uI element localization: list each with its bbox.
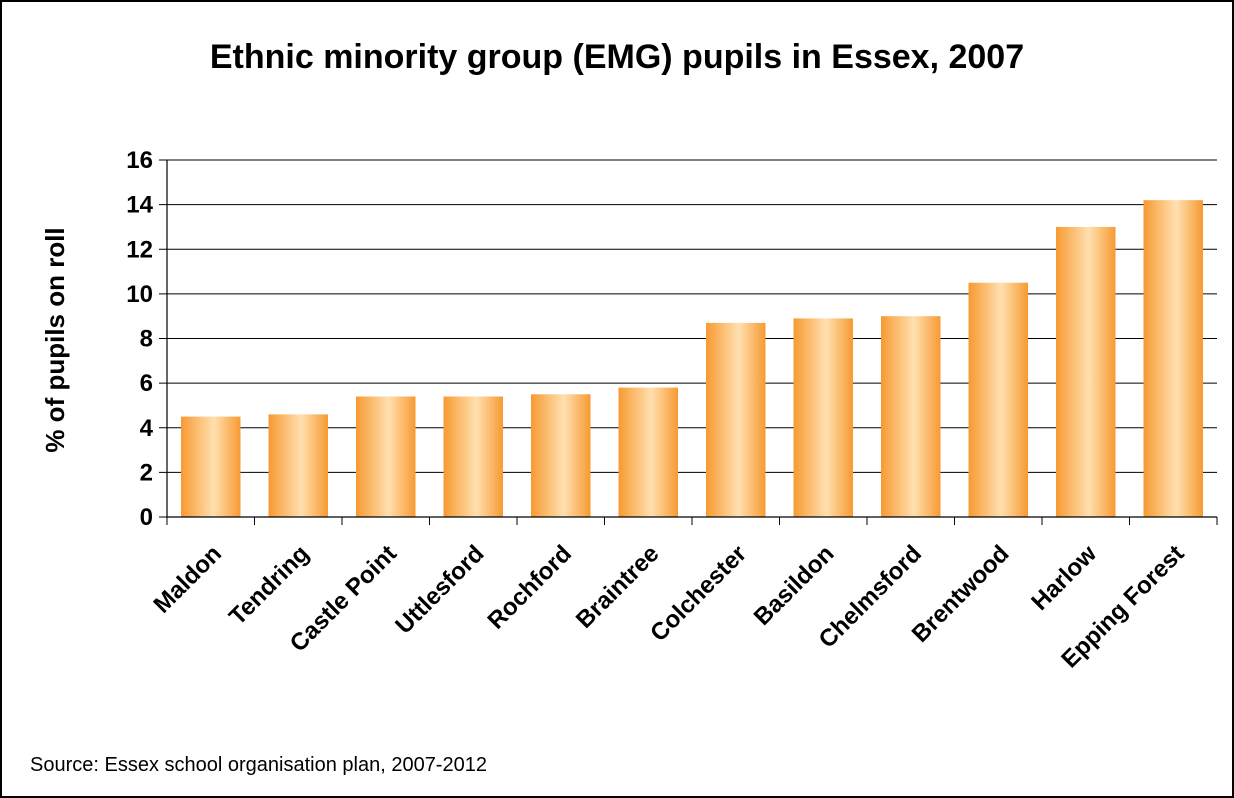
chart-title: Ethnic minority group (EMG) pupils in Es…	[209, 38, 1025, 76]
x-category-label: Basildon	[749, 540, 840, 631]
x-category-label: Harlow	[1026, 540, 1102, 616]
bar-harlow	[1056, 226, 1116, 517]
x-category-label: Braintree	[571, 540, 665, 634]
bar-epping-forest	[1143, 200, 1203, 517]
gridlines	[167, 159, 1217, 473]
y-tick-label: 10	[126, 281, 153, 308]
x-category-label: Maldon	[149, 540, 227, 618]
x-category-label: Uttlesford	[390, 540, 489, 639]
bar-uttlesford	[443, 396, 503, 517]
bar-tendring	[268, 414, 328, 517]
bar-brentwood	[968, 282, 1028, 517]
bar-castle-point	[356, 396, 416, 517]
bar-braintree	[618, 387, 678, 517]
axes	[159, 159, 1218, 525]
x-category-label: Rochford	[482, 540, 577, 635]
y-tick-label: 4	[140, 415, 154, 442]
y-tick-label: 6	[140, 370, 153, 397]
y-tick-label: 2	[140, 459, 153, 486]
bar-chelmsford	[881, 316, 941, 517]
bar-colchester	[706, 322, 766, 517]
bar-maldon	[181, 416, 241, 517]
y-tick-label: 0	[140, 504, 153, 531]
bar-rochford	[531, 394, 591, 517]
y-tick-labels: 0 2 4 6 8 10 12 14 16	[126, 147, 153, 531]
y-tick-label: 14	[126, 192, 153, 219]
y-axis-title: % of pupils on roll	[40, 227, 70, 452]
y-tick-label: 8	[140, 326, 153, 353]
source-note: Source: Essex school organisation plan, …	[30, 754, 487, 776]
bar-basildon	[793, 318, 853, 517]
y-tick-label: 16	[126, 147, 153, 174]
x-category-label: Tendring	[224, 540, 314, 630]
y-tick-label: 12	[126, 236, 153, 263]
bars	[181, 200, 1203, 517]
